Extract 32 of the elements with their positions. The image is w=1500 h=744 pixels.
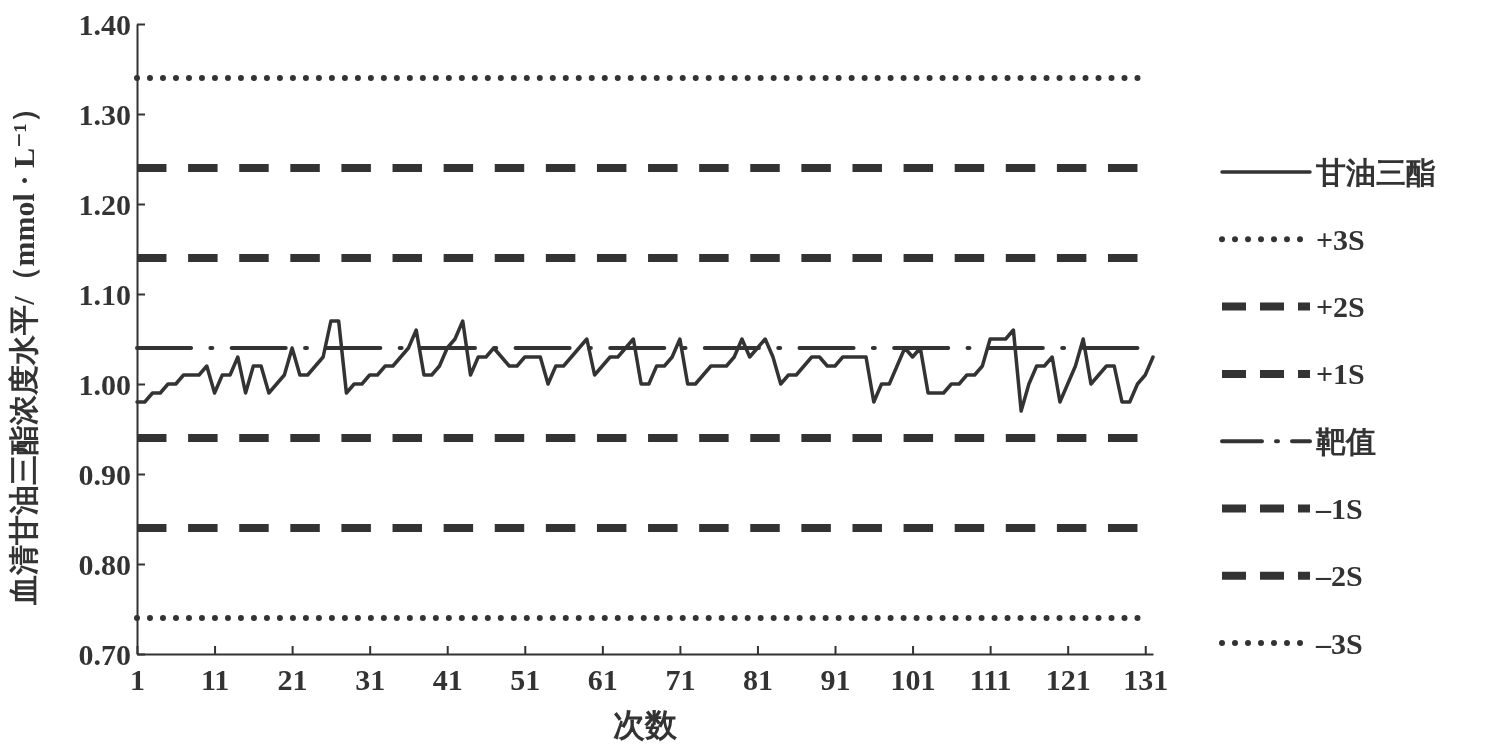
x-tick-label: 91 xyxy=(820,663,851,696)
x-tick-label: 1 xyxy=(130,663,145,696)
legend-label: 靶值 xyxy=(1315,424,1376,458)
y-tick-label: 1.00 xyxy=(78,368,131,401)
y-tick-label: 1.20 xyxy=(78,188,131,221)
x-tick-label: 61 xyxy=(587,663,618,696)
legend-label: +1S xyxy=(1316,357,1365,391)
y-tick-label: 0.90 xyxy=(78,458,131,491)
x-axis-title: 次数 xyxy=(613,707,678,743)
x-tick-label: 131 xyxy=(1123,663,1169,696)
x-tick-label: 71 xyxy=(665,663,696,696)
legend-label: +2S xyxy=(1316,290,1365,324)
legend-label: 甘油三酯 xyxy=(1315,155,1436,189)
y-tick-label: 1.10 xyxy=(78,278,131,311)
legend-label: –3S xyxy=(1315,626,1363,660)
x-tick-label: 121 xyxy=(1045,663,1091,696)
y-tick-label: 0.70 xyxy=(78,638,131,671)
x-tick-label: 11 xyxy=(200,663,230,696)
legend-label: –2S xyxy=(1315,559,1363,593)
x-tick-label: 41 xyxy=(432,663,463,696)
legend-label: –1S xyxy=(1315,492,1363,525)
y-axis-title: 血清甘油三酯浓度水平/（mmol · L⁻¹） xyxy=(7,93,40,606)
y-tick-label: 1.40 xyxy=(78,8,131,41)
x-tick-label: 51 xyxy=(510,663,541,696)
y-tick-label: 0.80 xyxy=(78,548,131,581)
x-tick-label: 111 xyxy=(969,663,1012,696)
x-tick-label: 81 xyxy=(742,663,773,696)
y-tick-label: 1.30 xyxy=(78,98,131,131)
x-tick-label: 21 xyxy=(277,663,308,696)
legend-label: +3S xyxy=(1316,222,1365,256)
x-tick-label: 31 xyxy=(355,663,386,696)
x-tick-label: 101 xyxy=(890,663,936,696)
